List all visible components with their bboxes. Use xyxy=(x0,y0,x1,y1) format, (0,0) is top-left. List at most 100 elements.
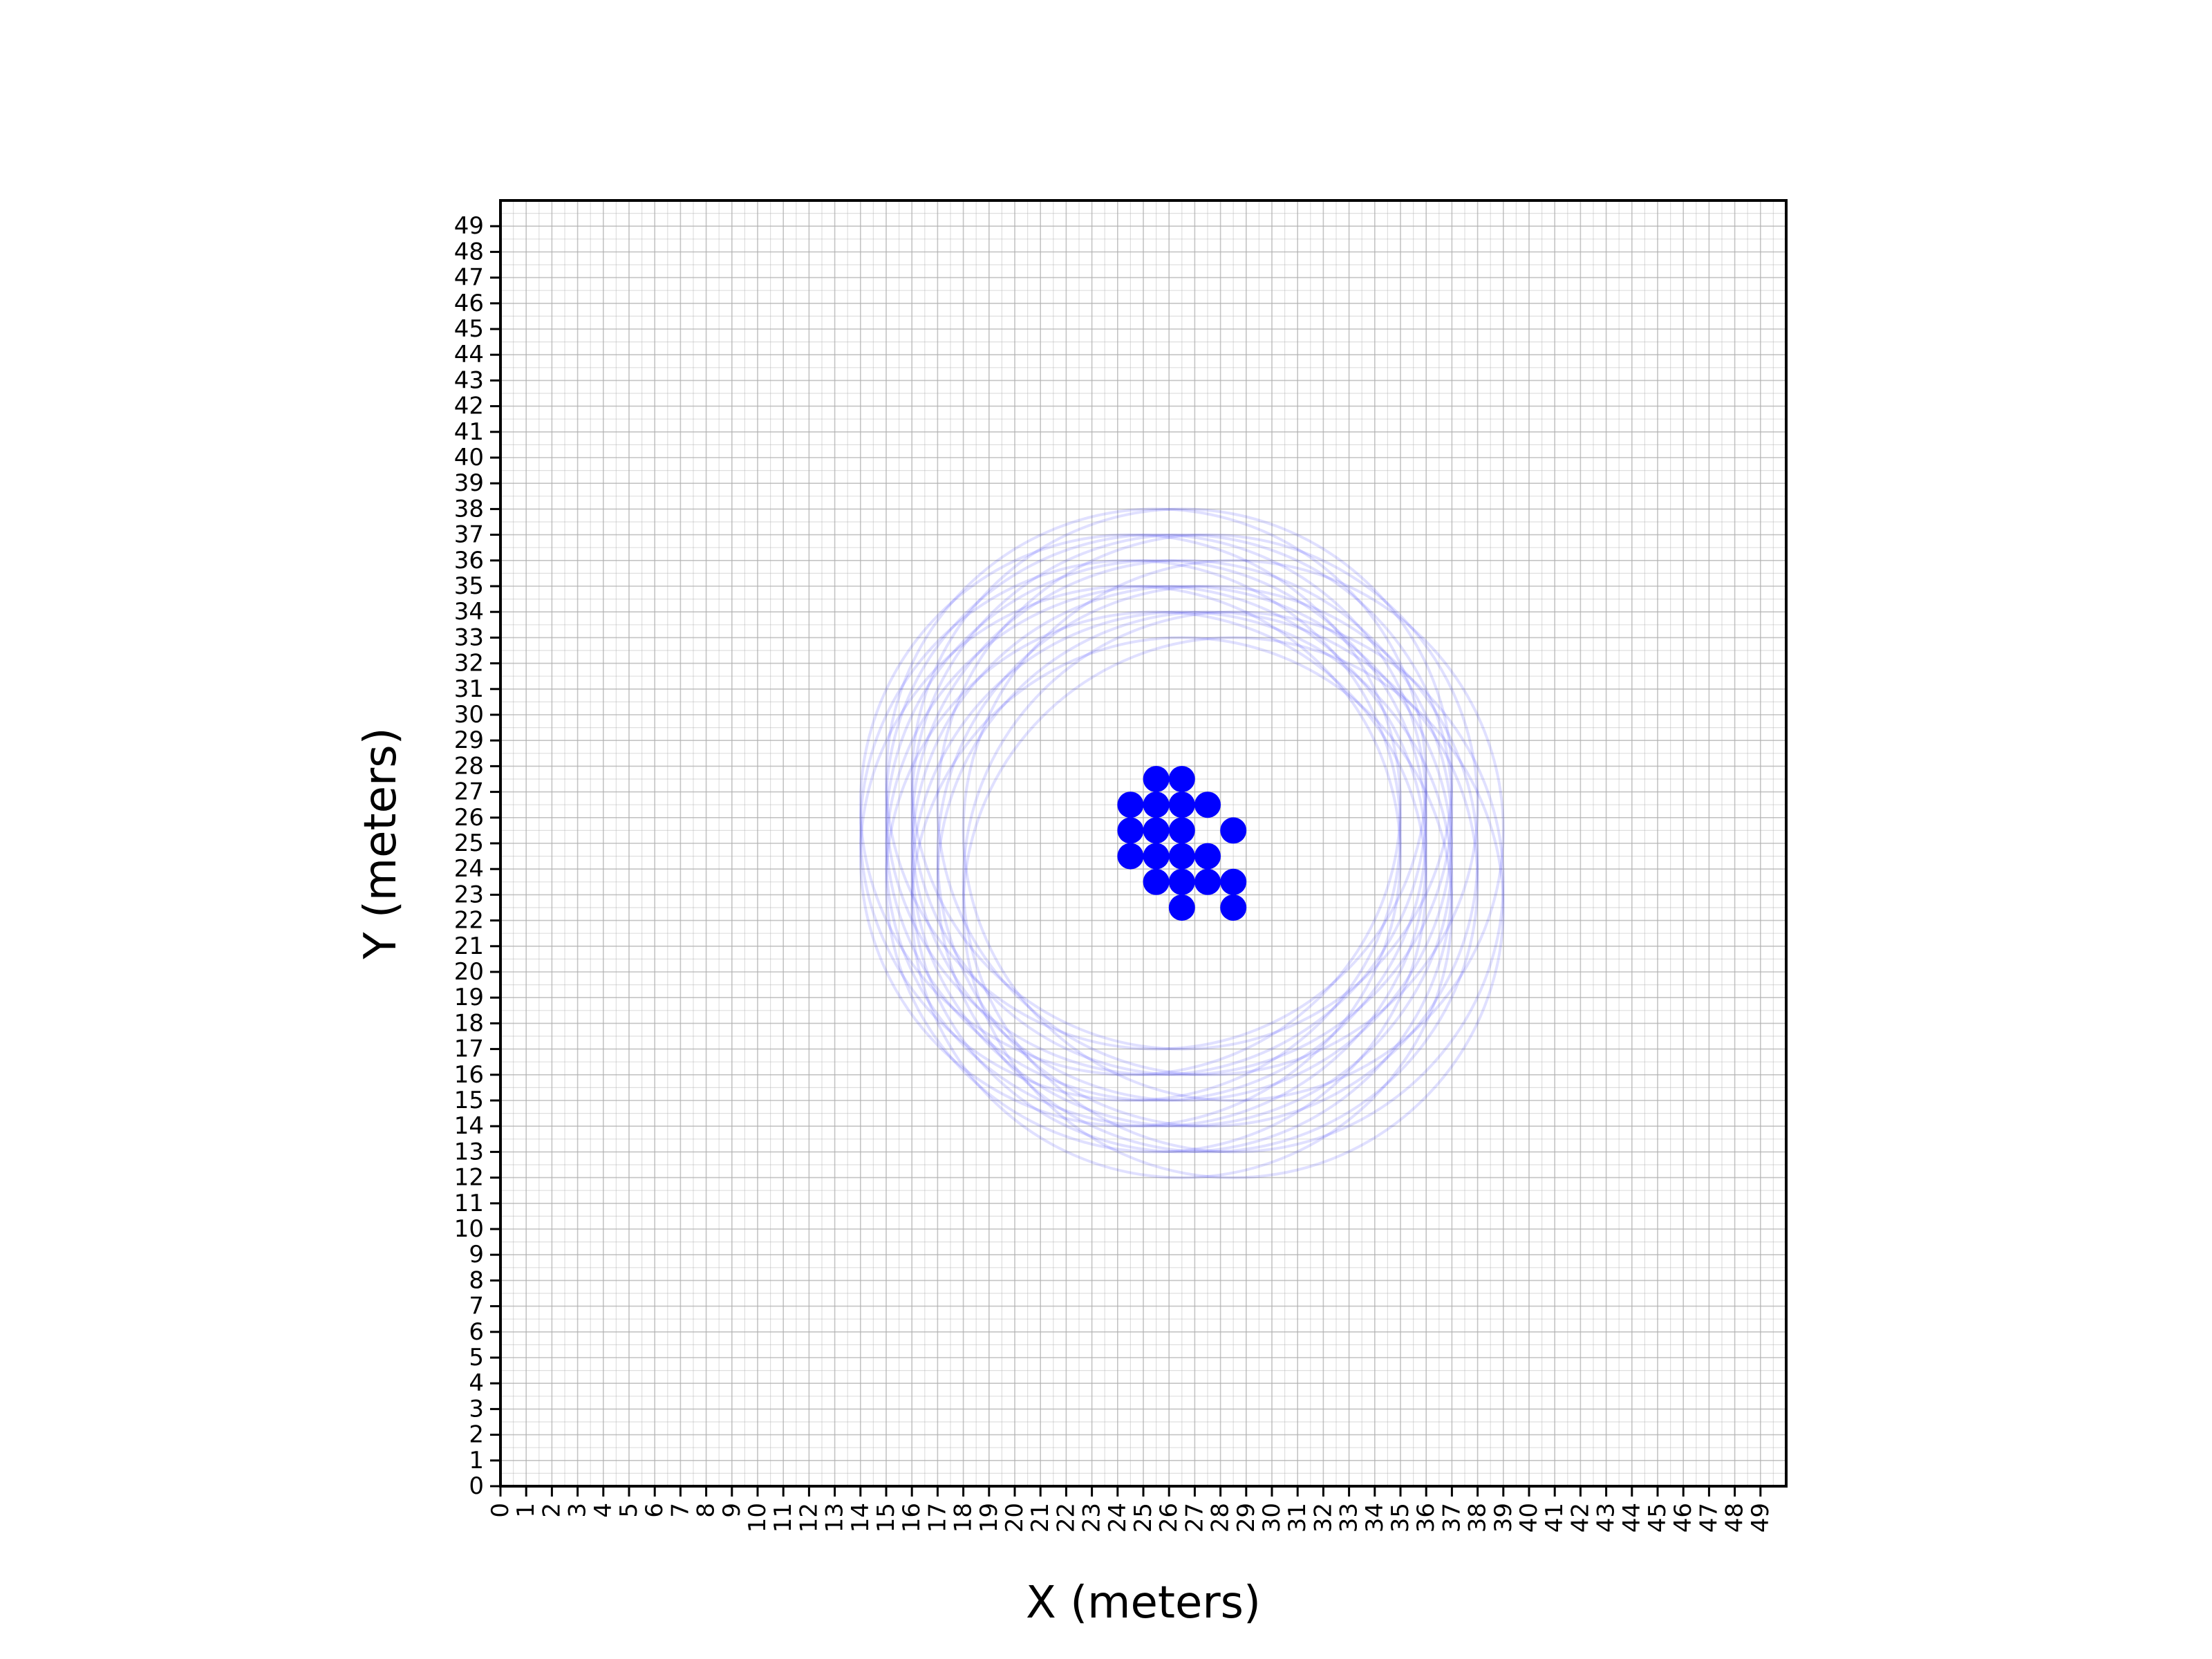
x-tick-label: 33 xyxy=(1335,1503,1363,1533)
data-point xyxy=(1220,868,1247,895)
range-ring xyxy=(936,610,1479,1154)
x-tick-label: 47 xyxy=(1695,1503,1723,1533)
y-tick-label: 24 xyxy=(454,855,484,883)
x-tick-label: 8 xyxy=(693,1503,720,1518)
data-point xyxy=(1143,868,1170,895)
range-ring xyxy=(962,610,1505,1154)
x-tick-label: 45 xyxy=(1644,1503,1671,1533)
range-ring xyxy=(885,610,1428,1154)
data-point xyxy=(1194,791,1221,818)
y-tick-label: 0 xyxy=(469,1472,484,1500)
x-tick-label: 18 xyxy=(950,1503,977,1533)
range-ring xyxy=(910,585,1454,1128)
y-tick-label: 49 xyxy=(454,212,484,240)
point-series xyxy=(1117,766,1247,921)
y-tick-label: 33 xyxy=(454,624,484,651)
x-tick-label: 38 xyxy=(1464,1503,1492,1533)
y-tick-label: 47 xyxy=(454,264,484,292)
x-tick-label: 25 xyxy=(1130,1503,1157,1533)
y-tick-label: 7 xyxy=(469,1293,484,1320)
range-ring xyxy=(910,533,1454,1076)
y-tick-label: 4 xyxy=(469,1369,484,1397)
x-tick-label: 9 xyxy=(718,1503,746,1518)
y-tick-label: 5 xyxy=(469,1344,484,1371)
y-tick-label: 38 xyxy=(454,495,484,523)
y-tick-label: 26 xyxy=(454,804,484,832)
y-tick-label: 27 xyxy=(454,778,484,806)
y-tick-label: 40 xyxy=(454,444,484,471)
x-tick-label: 34 xyxy=(1361,1503,1389,1533)
y-tick-label: 22 xyxy=(454,907,484,935)
range-ring xyxy=(910,507,1454,1051)
y-tick-label: 21 xyxy=(454,932,484,960)
x-tick-label: 48 xyxy=(1721,1503,1749,1533)
x-tick-label: 43 xyxy=(1593,1503,1620,1533)
y-tick-label: 18 xyxy=(454,1009,484,1037)
y-axis-label: Y (meters) xyxy=(355,727,406,959)
x-tick-label: 31 xyxy=(1284,1503,1311,1533)
x-tick-label: 2 xyxy=(538,1503,565,1518)
x-tick-label: 3 xyxy=(564,1503,592,1518)
data-point xyxy=(1117,817,1144,844)
range-ring xyxy=(885,533,1428,1076)
data-point xyxy=(1168,868,1195,895)
data-point xyxy=(1220,894,1247,921)
x-tick-label: 49 xyxy=(1747,1503,1774,1533)
x-tick-label: 20 xyxy=(1001,1503,1029,1533)
x-tick-label: 13 xyxy=(821,1503,849,1533)
y-tick-label: 12 xyxy=(454,1164,484,1192)
data-point xyxy=(1143,766,1170,792)
x-tick-label: 14 xyxy=(847,1503,874,1533)
data-point xyxy=(1168,766,1195,792)
x-tick-label: 11 xyxy=(769,1503,797,1533)
y-tick-label: 20 xyxy=(454,958,484,986)
y-tick-label: 35 xyxy=(454,572,484,600)
range-ring xyxy=(910,610,1454,1154)
y-tick-label: 30 xyxy=(454,701,484,729)
y-tick-label: 15 xyxy=(454,1087,484,1114)
y-tick-label: 8 xyxy=(469,1266,484,1294)
y-tick-label: 10 xyxy=(454,1215,484,1243)
x-tick-label: 29 xyxy=(1232,1503,1260,1533)
y-tick-label: 29 xyxy=(454,727,484,754)
data-point xyxy=(1168,894,1195,921)
y-tick-label: 37 xyxy=(454,521,484,549)
x-tick-label: 7 xyxy=(666,1503,694,1518)
range-ring xyxy=(962,559,1505,1103)
y-axis-ticks: 0123456789101112131415161718192021222324… xyxy=(454,212,500,1500)
y-tick-label: 39 xyxy=(454,469,484,497)
data-point xyxy=(1143,843,1170,870)
y-tick-label: 43 xyxy=(454,366,484,394)
y-tick-label: 1 xyxy=(469,1447,484,1474)
x-tick-label: 36 xyxy=(1412,1503,1440,1533)
y-tick-label: 42 xyxy=(454,393,484,420)
y-tick-label: 6 xyxy=(469,1318,484,1346)
range-ring xyxy=(859,559,1403,1103)
ring-series xyxy=(859,507,1505,1179)
x-tick-label: 23 xyxy=(1078,1503,1106,1533)
data-point xyxy=(1194,868,1221,895)
data-point xyxy=(1220,817,1247,844)
data-point xyxy=(1168,791,1195,818)
y-tick-label: 11 xyxy=(454,1190,484,1217)
y-tick-label: 46 xyxy=(454,290,484,317)
range-ring xyxy=(885,507,1428,1051)
x-axis-ticks: 0123456789101112131415161718192021222324… xyxy=(487,1486,1774,1533)
range-ring xyxy=(859,533,1403,1076)
x-tick-label: 15 xyxy=(872,1503,900,1533)
x-tick-label: 27 xyxy=(1181,1503,1208,1533)
y-tick-label: 25 xyxy=(454,830,484,857)
y-tick-label: 2 xyxy=(469,1421,484,1449)
x-tick-label: 6 xyxy=(641,1503,668,1518)
x-tick-label: 16 xyxy=(898,1503,926,1533)
y-tick-label: 13 xyxy=(454,1138,484,1165)
y-tick-label: 9 xyxy=(469,1241,484,1268)
range-ring xyxy=(962,636,1505,1179)
x-tick-label: 4 xyxy=(590,1503,617,1518)
x-tick-label: 0 xyxy=(487,1503,514,1518)
x-tick-label: 35 xyxy=(1387,1503,1414,1533)
y-tick-label: 17 xyxy=(454,1035,484,1063)
data-point xyxy=(1194,843,1221,870)
